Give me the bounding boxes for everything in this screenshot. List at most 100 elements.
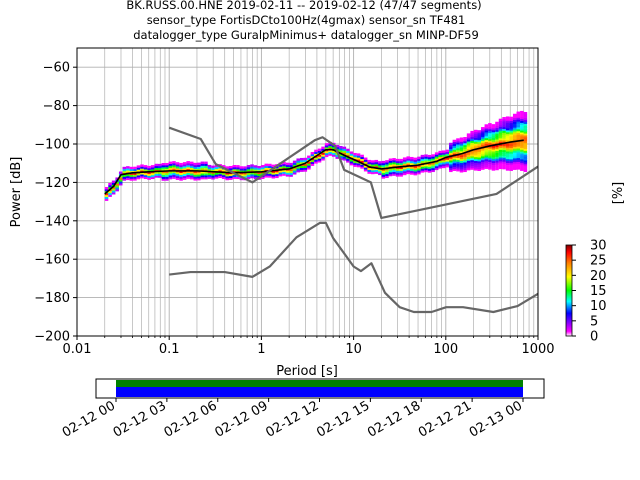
pdf-cell: [282, 161, 286, 165]
pdf-cell: [392, 158, 396, 161]
pdf-cell: [484, 131, 489, 135]
pdf-cell: [445, 164, 450, 168]
pdf-cell: [438, 166, 442, 169]
pdf-cell: [473, 148, 478, 152]
pdf-cell: [381, 174, 386, 177]
pdf-cell: [523, 138, 528, 142]
pdf-cell: [189, 163, 194, 166]
pdf-cell: [488, 161, 492, 164]
pdf-cell: [353, 160, 357, 164]
pdf-cell: [296, 158, 300, 161]
pdf-cell: [512, 132, 517, 136]
pdf-cell: [346, 154, 350, 157]
pdf-cell: [392, 169, 396, 172]
pdf-cell: [495, 146, 499, 150]
pdf-cell: [509, 147, 513, 150]
pdf-cell: [193, 162, 198, 166]
pdf-cell: [253, 169, 258, 172]
pdf-cell: [115, 183, 119, 186]
pdf-cell: [520, 114, 524, 118]
pdf-cell: [491, 137, 496, 140]
pdf-cell: [236, 165, 240, 168]
pdf-cell: [136, 165, 141, 168]
pdf-cell: [523, 144, 528, 148]
pdf-cell: [413, 167, 418, 170]
pdf-cell: [470, 150, 474, 153]
pdf-cell: [158, 171, 162, 174]
pdf-cell: [512, 121, 517, 124]
pdf-cell: [172, 166, 176, 170]
pdf-cell: [360, 166, 364, 169]
pdf-cell: [463, 138, 467, 142]
pdf-cell: [250, 170, 254, 173]
pdf-cell: [395, 174, 400, 177]
pdf-cell: [168, 167, 173, 170]
pdf-cell: [143, 165, 148, 168]
pdf-cell: [509, 120, 513, 123]
pdf-cell: [200, 173, 205, 176]
pdf-cell: [321, 154, 325, 157]
pdf-cell: [310, 163, 315, 166]
pdf-cell: [491, 141, 496, 144]
pdf-cell: [473, 152, 478, 156]
pdf-cell: [516, 111, 521, 114]
pdf-cell: [307, 155, 311, 158]
pdf-cell: [473, 160, 478, 163]
pdf-cell: [477, 145, 482, 148]
pdf-cell: [509, 122, 513, 125]
pdf-cell: [495, 125, 499, 128]
pdf-cell: [154, 163, 159, 167]
pdf-cell: [275, 167, 279, 171]
pdf-cell: [505, 118, 510, 121]
pdf-cell: [488, 138, 492, 141]
pdf-cell: [512, 142, 517, 145]
pdf-cell: [523, 165, 528, 169]
pdf-cell: [417, 168, 421, 171]
pdf-cell: [495, 160, 499, 163]
pdf-cell: [449, 146, 453, 150]
pdf-cell: [520, 137, 524, 141]
pdf-cell: [520, 143, 524, 146]
pdf-cell: [402, 172, 407, 176]
pdf-cell: [495, 152, 499, 155]
pdf-cell: [463, 137, 467, 140]
pdf-cell: [424, 165, 428, 169]
pdf-cell: [385, 175, 389, 178]
pdf-cell: [413, 169, 418, 172]
pdf-cell: [491, 162, 496, 165]
pdf-cell: [523, 127, 528, 130]
pdf-cell: [488, 136, 492, 139]
pdf-cell: [218, 169, 222, 173]
pdf-cell: [314, 157, 318, 160]
coverage-track-green: [116, 380, 523, 387]
pdf-cell: [420, 170, 425, 173]
pdf-cell: [395, 170, 400, 173]
pdf-cell: [477, 151, 482, 154]
pdf-cell: [459, 148, 464, 152]
pdf-cell: [488, 157, 492, 161]
pdf-cell: [143, 176, 148, 180]
pdf-cell: [523, 135, 528, 138]
pdf-cell: [431, 163, 435, 167]
pdf-cell: [495, 127, 499, 130]
pdf-cell: [289, 164, 293, 168]
pdf-cell: [488, 125, 492, 128]
pdf-cell: [509, 164, 513, 168]
pdf-cell: [520, 151, 524, 154]
pdf-cell: [417, 172, 421, 175]
pdf-cell: [520, 153, 524, 156]
pdf-cell: [161, 176, 166, 179]
pdf-cell: [126, 175, 130, 179]
pdf-cell: [399, 172, 403, 175]
pdf-cell: [331, 152, 336, 155]
pdf-cell: [417, 162, 421, 165]
pdf-cell: [257, 167, 261, 171]
pdf-cell: [172, 170, 176, 174]
pdf-cell: [275, 169, 279, 173]
pdf-cell: [516, 126, 521, 130]
pdf-cell: [218, 171, 222, 175]
pdf-cell: [431, 169, 435, 173]
pdf-cell: [140, 170, 144, 173]
pdf-cell: [246, 176, 251, 179]
pdf-cell: [484, 130, 489, 133]
